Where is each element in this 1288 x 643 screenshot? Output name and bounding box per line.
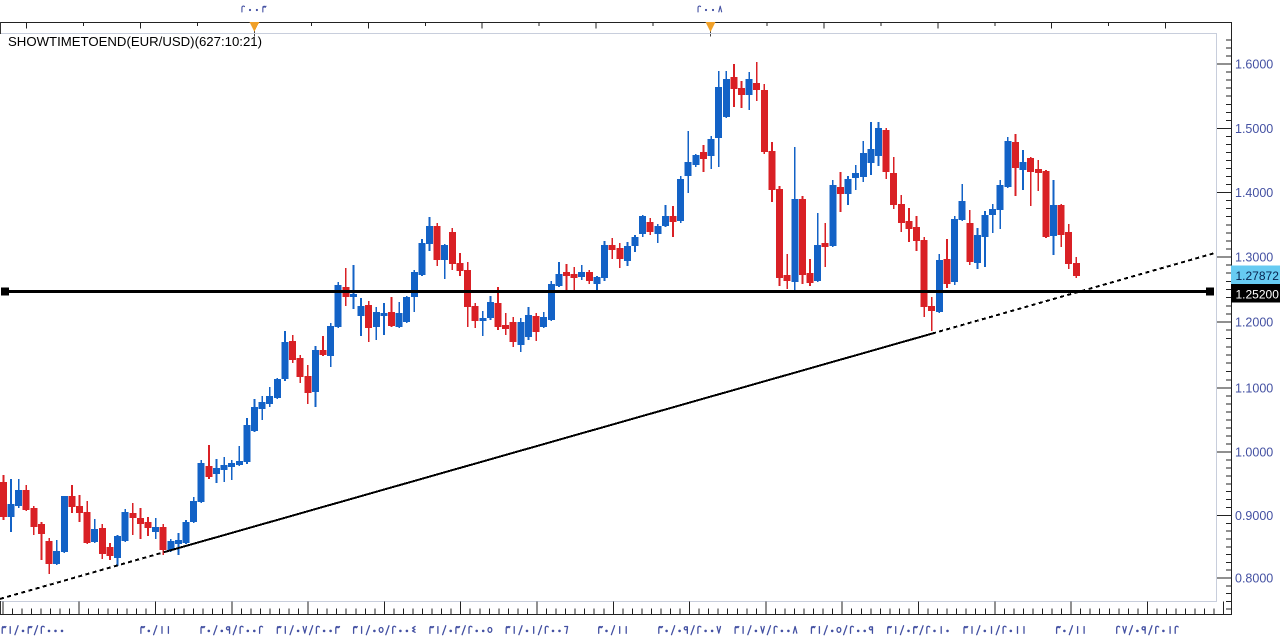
svg-text:1.6000: 1.6000 [1235, 58, 1273, 72]
svg-text:0.9000: 0.9000 [1235, 509, 1273, 523]
svg-text:1.25200: 1.25200 [1236, 288, 1280, 302]
svg-text:1.4000: 1.4000 [1235, 186, 1273, 200]
svg-text:0.8000: 0.8000 [1235, 572, 1273, 586]
svg-text:1.2000: 1.2000 [1235, 316, 1273, 330]
svg-text:SHOWTIMETOEND(EUR/USD)(627:10:: SHOWTIMETOEND(EUR/USD)(627:10:21) [8, 34, 262, 49]
svg-text:1.27872: 1.27872 [1236, 269, 1280, 283]
svg-text:1.0000: 1.0000 [1235, 446, 1273, 460]
svg-text:1.5000: 1.5000 [1235, 122, 1273, 136]
svg-text:1.1000: 1.1000 [1235, 382, 1273, 396]
svg-text:1.3000: 1.3000 [1235, 251, 1273, 265]
